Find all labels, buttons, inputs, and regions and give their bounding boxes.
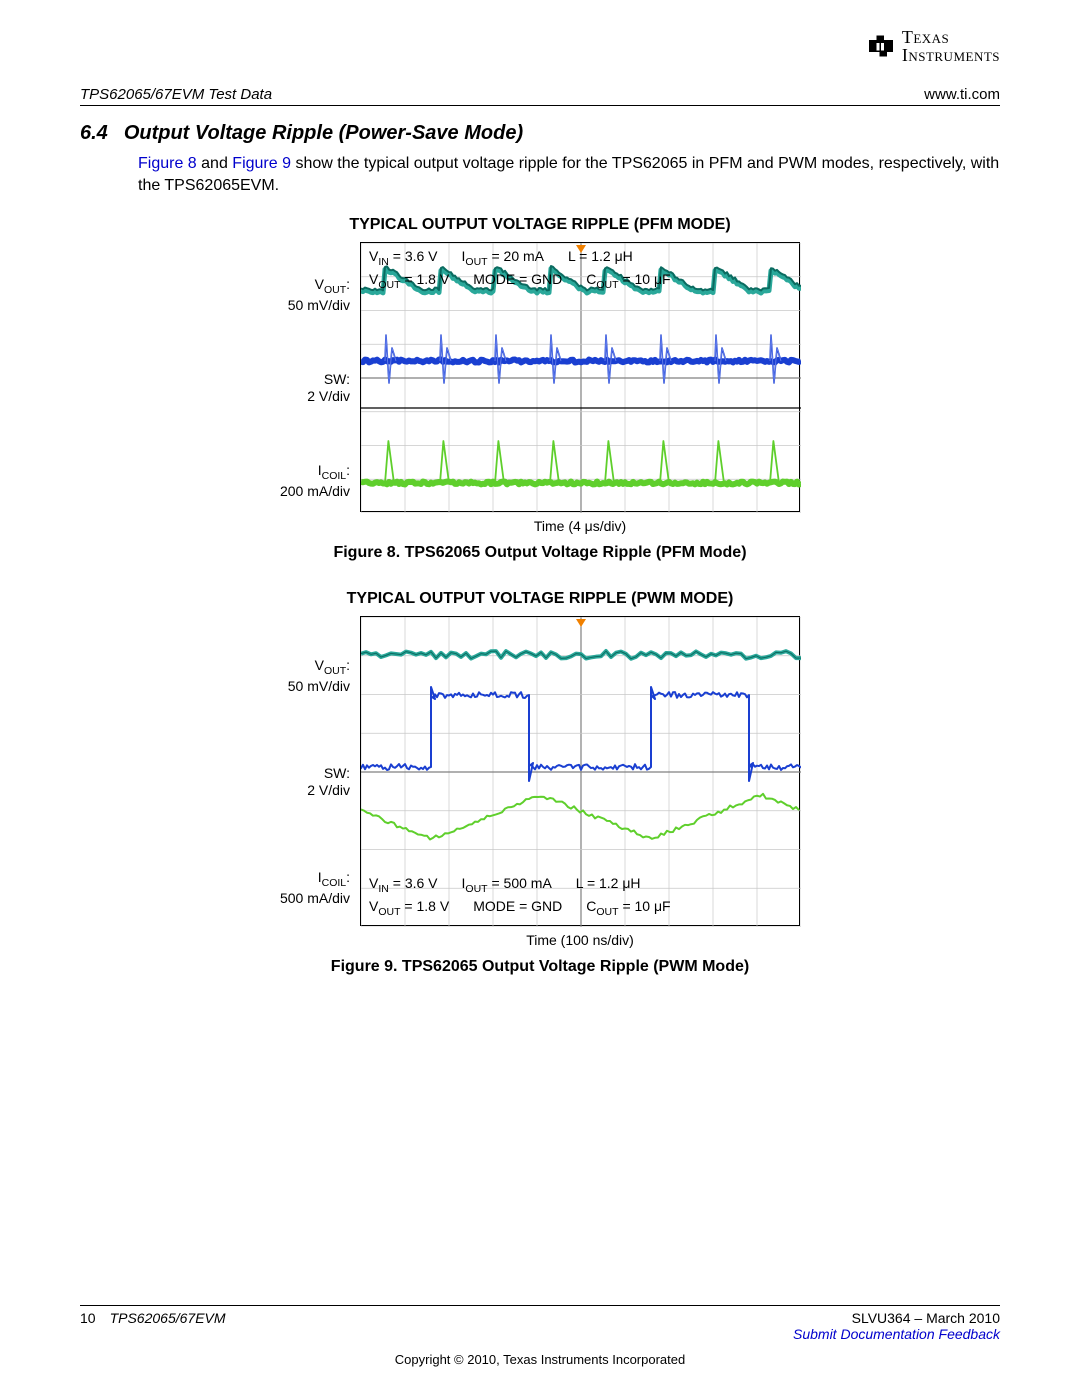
figure-8-title: TYPICAL OUTPUT VOLTAGE RIPPLE (PFM MODE) [80, 216, 1000, 234]
link-feedback[interactable]: Submit Documentation Feedback [793, 1326, 1000, 1342]
section-title: Output Voltage Ripple (Power-Save Mode) [124, 122, 523, 145]
ti-chip-icon [866, 31, 896, 61]
figure-8-caption: Figure 8. TPS62065 Output Voltage Ripple… [80, 544, 1000, 562]
figure-8-params: VIN = 3.6 VIOUT = 20 mAL = 1.2 μHVOUT = … [369, 247, 671, 292]
channel-label: VOUT:50 mV/div [288, 657, 350, 695]
figure-9-xaxis: Time (100 ns/div) [360, 932, 800, 948]
figure-9-params: VIN = 3.6 VIOUT = 500 mAL = 1.2 μHVOUT =… [369, 874, 671, 919]
figure-8-channel-labels: VOUT:50 mV/div SW:2 V/div ICOIL:200 mA/div [280, 242, 350, 534]
figure-9-title: TYPICAL OUTPUT VOLTAGE RIPPLE (PWM MODE) [80, 590, 1000, 608]
header-left: TPS62065/67EVM Test Data [80, 86, 272, 103]
page-footer: 10 TPS62065/67EVM SLVU364 – March 2010 S… [80, 1305, 1000, 1367]
figure-9-block: TYPICAL OUTPUT VOLTAGE RIPPLE (PWM MODE)… [80, 590, 1000, 976]
channel-label: ICOIL:200 mA/div [280, 462, 350, 500]
figure-9-scope: VIN = 3.6 VIOUT = 500 mAL = 1.2 μHVOUT =… [360, 616, 800, 926]
figure-8-scope: VIN = 3.6 VIOUT = 20 mAL = 1.2 μHVOUT = … [360, 242, 800, 512]
link-figure-8[interactable]: Figure 8 [138, 155, 197, 172]
channel-label: VOUT:50 mV/div [288, 276, 350, 314]
section-heading: 6.4 Output Voltage Ripple (Power-Save Mo… [80, 122, 1000, 145]
channel-label: SW:2 V/div [307, 371, 350, 406]
footer-copyright: Copyright © 2010, Texas Instruments Inco… [80, 1352, 1000, 1367]
footer-page-number: 10 [80, 1310, 96, 1342]
header-right: www.ti.com [924, 86, 1000, 103]
footer-doc-id: SLVU364 – March 2010 [793, 1310, 1000, 1326]
figure-9-channel-labels: VOUT:50 mV/div SW:2 V/div ICOIL:500 mA/div [280, 616, 350, 948]
channel-label: SW:2 V/div [307, 765, 350, 800]
ti-logo: Texas Instruments [866, 28, 1000, 64]
channel-label: ICOIL:500 mA/div [280, 869, 350, 907]
section-number: 6.4 [80, 122, 108, 145]
figure-9-caption: Figure 9. TPS62065 Output Voltage Ripple… [80, 958, 1000, 976]
figure-8-xaxis: Time (4 μs/div) [360, 518, 800, 534]
logo-text-bottom: Instruments [902, 46, 1000, 64]
logo-text-top: Texas [902, 28, 1000, 46]
page-header: TPS62065/67EVM Test Data www.ti.com [80, 86, 1000, 106]
footer-doc-short: TPS62065/67EVM [110, 1310, 226, 1342]
link-figure-9[interactable]: Figure 9 [232, 155, 291, 172]
intro-paragraph: Figure 8 and Figure 9 show the typical o… [138, 153, 1000, 196]
figure-8-block: TYPICAL OUTPUT VOLTAGE RIPPLE (PFM MODE)… [80, 216, 1000, 562]
